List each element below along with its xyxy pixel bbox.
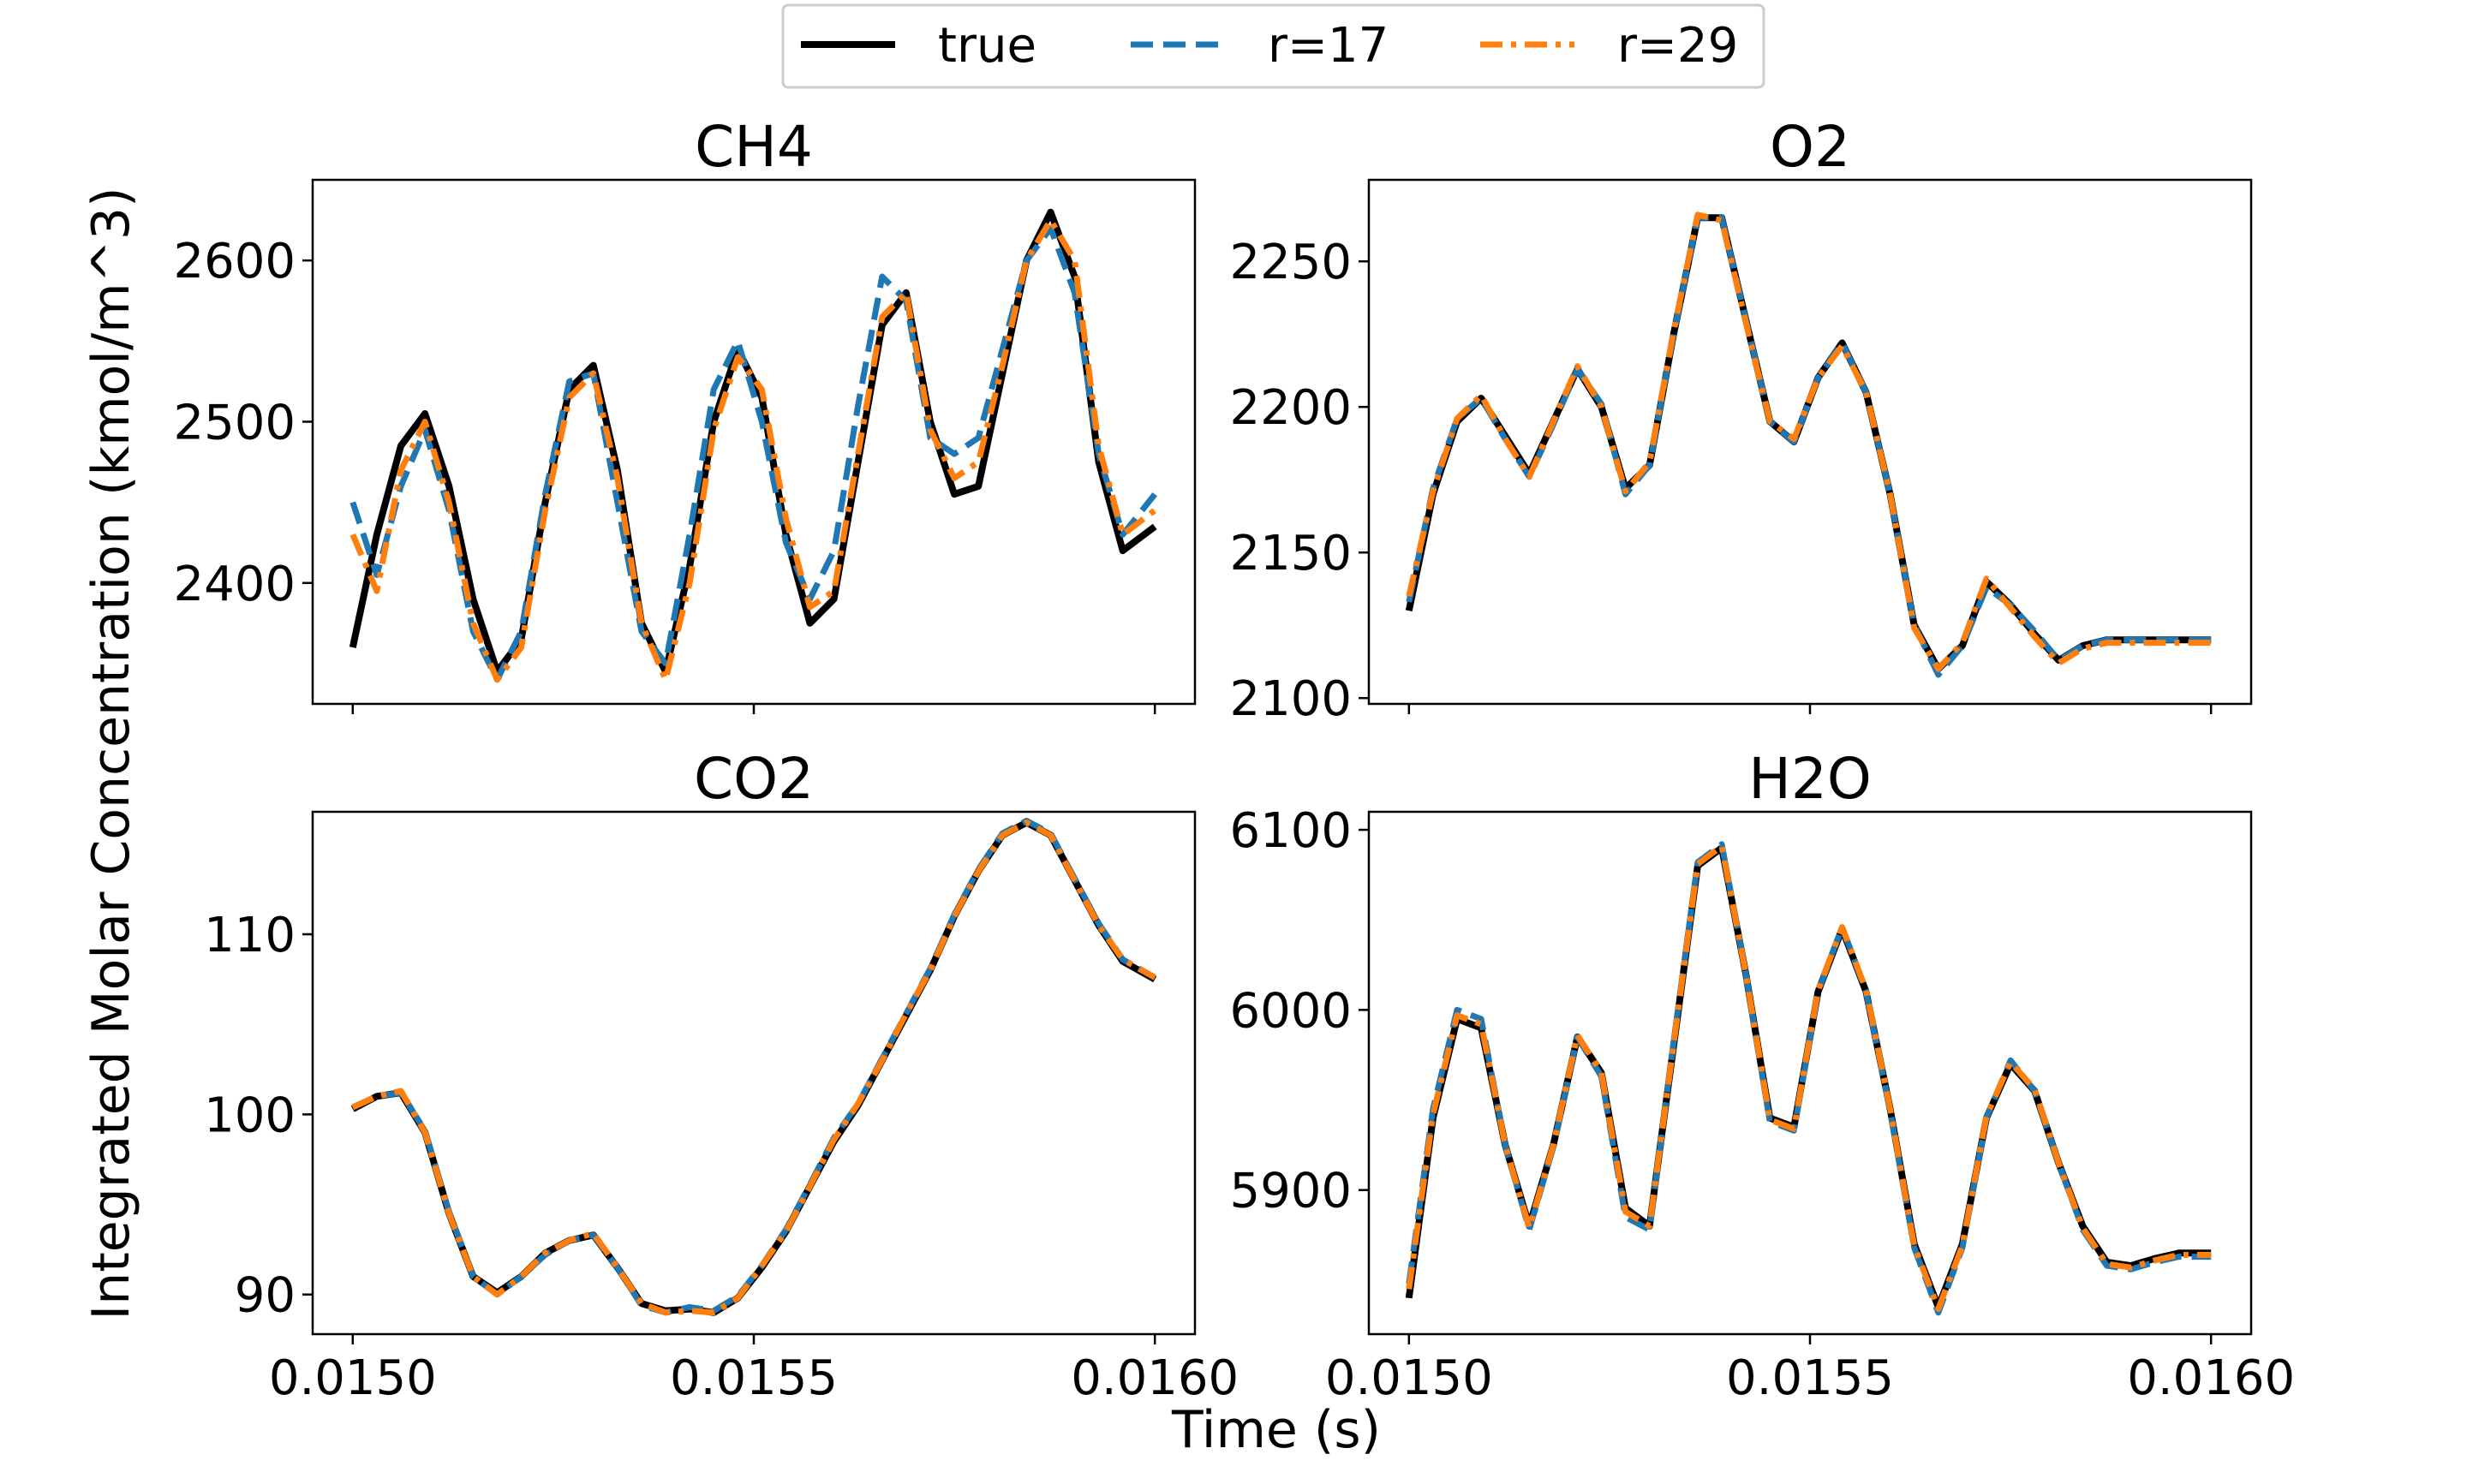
series-line-r=29-o2	[1406, 212, 2212, 672]
legend-label-r=29: r=29	[1617, 18, 1738, 74]
subplot-ch4: CH4 2400 2500 2600	[173, 114, 1197, 714]
subplot-title-o2: O2	[1770, 114, 1850, 180]
plot-frame-o2	[1367, 178, 2253, 706]
x-axis-label: Time (s)	[1171, 1400, 1381, 1460]
plot-frame-h2o	[1367, 810, 2253, 1336]
y-tick-label-h2o: 6000	[1229, 983, 1352, 1039]
series-line-r=29-co2	[351, 819, 1156, 1316]
x-tick-label-h2o: 0.0155	[1726, 1350, 1894, 1406]
y-tick-label-co2: 100	[204, 1088, 296, 1143]
series-line-r=29-h2o	[1406, 843, 2212, 1313]
y-tick-label-o2: 2100	[1229, 671, 1352, 727]
subplot-h2o: H2O 5900 6000 6100 0.0150 0.0155 0.0160	[1229, 746, 2295, 1406]
series-line-true-o2	[1405, 214, 2212, 673]
legend-label-r=17: r=17	[1268, 18, 1389, 74]
y-tick-label-co2: 90	[235, 1268, 296, 1324]
x-tick-label-h2o: 0.0150	[1325, 1350, 1493, 1406]
subplot-co2: CO2 90 100 110 0.0150 0.0155 0.0160	[204, 746, 1239, 1406]
legend-label-true: true	[938, 18, 1036, 74]
series-line-r=17-o2	[1406, 214, 2212, 678]
x-tick-label-co2: 0.0155	[670, 1350, 838, 1406]
y-tick-label-ch4: 2400	[173, 557, 296, 612]
series-line-r=29-ch4	[349, 217, 1157, 683]
subplot-title-co2: CO2	[694, 746, 814, 812]
y-axis-label: Integrated Molar Concentration (kmol/m^3…	[81, 188, 141, 1320]
series-line-r=17-co2	[351, 818, 1156, 1316]
y-tick-label-h2o: 5900	[1229, 1164, 1352, 1219]
series-line-true-ch4	[349, 208, 1157, 676]
legend-frame	[781, 3, 1765, 89]
y-tick-label-ch4: 2500	[173, 395, 296, 450]
plot-frame-co2	[311, 810, 1197, 1336]
x-tick-label-co2: 0.0150	[269, 1350, 437, 1406]
y-tick-label-o2: 2250	[1229, 235, 1352, 290]
y-tick-label-co2: 110	[204, 908, 296, 963]
legend: true r=17 r=29	[781, 3, 1765, 89]
subplot-title-ch4: CH4	[695, 114, 813, 180]
y-tick-label-o2: 2200	[1229, 380, 1352, 436]
subplot-o2: O2 2100 2150 2200 2250	[1229, 114, 2253, 727]
subplots: CH4 2400 2500 2600 O2 2100 2150 2200 2250 CO2 90 10…	[173, 114, 2295, 1406]
x-tick-label-co2: 0.0160	[1071, 1350, 1239, 1406]
y-tick-label-h2o: 6100	[1229, 803, 1352, 859]
subplot-title-h2o: H2O	[1748, 746, 1872, 812]
y-tick-label-ch4: 2600	[173, 234, 296, 289]
series-line-true-co2	[350, 819, 1157, 1316]
y-tick-label-o2: 2150	[1229, 526, 1352, 581]
x-tick-label-h2o: 0.0160	[2127, 1350, 2295, 1406]
